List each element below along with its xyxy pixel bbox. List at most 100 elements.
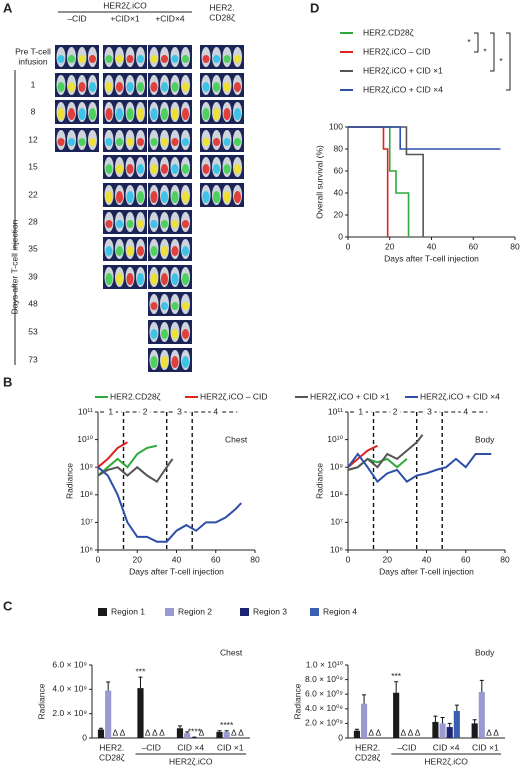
- y-tick-label: 0: [338, 732, 343, 742]
- signal: [182, 55, 189, 63]
- significance: ****: [220, 720, 234, 730]
- y-tick-label: 1.0 × 10¹⁰: [306, 659, 344, 669]
- error-bar: [440, 717, 445, 724]
- signal: [182, 138, 189, 146]
- signal: [89, 55, 96, 63]
- missing-marker: Δ: [415, 727, 421, 737]
- panel-label: A: [3, 0, 13, 15]
- signal: [182, 191, 189, 203]
- x-tick-label: 0: [346, 554, 351, 564]
- y-tick-label: 10⁹: [330, 461, 343, 471]
- region-label-bg: [140, 406, 151, 418]
- region-label-bg: [210, 406, 221, 418]
- x-tick-label: 80: [500, 554, 510, 564]
- x-axis-label: Days after T-cell injection: [129, 566, 224, 576]
- legend-label: HER2ζ.iCO + CID ×1: [310, 391, 390, 401]
- signal: [161, 82, 168, 92]
- legend-label: HER2.CD28ζ: [363, 27, 414, 37]
- signal: [105, 108, 113, 120]
- row-label: 28: [28, 216, 38, 226]
- error-bar: [479, 679, 484, 693]
- signal: [213, 108, 220, 120]
- missing-marker: Δ: [368, 727, 374, 737]
- row-label: 1: [31, 79, 36, 89]
- x-tick-label: CD28ζ: [355, 752, 381, 762]
- signal: [105, 55, 113, 63]
- region-label: 2: [393, 406, 398, 416]
- error-bar: [354, 728, 359, 731]
- signal: [223, 108, 231, 120]
- mean-line: [97, 444, 158, 477]
- y-tick-label: 4.0 × 10⁰⁹: [305, 703, 343, 713]
- annotation: Body: [475, 434, 495, 444]
- signal: [150, 138, 158, 146]
- signal: [68, 55, 75, 63]
- y-tick-label: 20: [334, 209, 344, 219]
- region-label: 2: [143, 406, 148, 416]
- x-tick-label: 0: [346, 241, 351, 251]
- signal: [78, 82, 86, 92]
- error-bar: [394, 681, 399, 693]
- signal: [126, 220, 134, 228]
- signal: [105, 246, 113, 256]
- group-label: HER2ζ.iCO: [169, 756, 213, 766]
- bar: [393, 692, 400, 738]
- bar: [191, 737, 198, 738]
- annotation: Body: [475, 647, 495, 657]
- signal: [116, 138, 123, 146]
- annotation: Chest: [220, 647, 243, 657]
- mean-line: [347, 444, 378, 468]
- y-tick-label: 0: [338, 231, 343, 241]
- signal: [161, 164, 168, 174]
- error-bar: [185, 731, 190, 734]
- signal: [161, 191, 168, 203]
- signal: [223, 164, 231, 174]
- missing-marker: Δ: [152, 727, 158, 737]
- signal: [57, 82, 65, 92]
- signal: [89, 108, 96, 120]
- signal: [68, 138, 75, 146]
- significance: ****: [188, 726, 202, 736]
- signal: [137, 164, 144, 174]
- y-tick-label: 10⁸: [80, 489, 93, 499]
- signal: [223, 191, 231, 203]
- mean-line: [347, 434, 424, 471]
- significance: ***: [136, 666, 147, 676]
- x-tick-label: CID ×1: [217, 742, 244, 752]
- region-label-bg: [390, 406, 401, 418]
- x-tick-label: 60: [211, 554, 221, 564]
- row-label: 73: [28, 354, 38, 364]
- y-tick-label: 10⁶: [330, 544, 343, 554]
- signal: [89, 138, 96, 146]
- missing-marker: Δ: [199, 727, 205, 737]
- bracket: [490, 32, 495, 72]
- signal: [171, 356, 179, 368]
- legend-swatch: [240, 608, 249, 616]
- signal: [202, 191, 210, 203]
- legend-label: HER2ζ.iCO + CID ×1: [363, 65, 443, 75]
- bar: [478, 692, 485, 738]
- signal: [202, 138, 210, 146]
- mean-line: [97, 441, 128, 468]
- x-tick-label: 40: [422, 554, 432, 564]
- y-tick-label: 4.0 × 10⁹: [52, 684, 87, 694]
- signal: [137, 191, 144, 203]
- x-tick-label: HER2.: [355, 742, 380, 752]
- region-label-bg: [174, 406, 185, 418]
- signal: [234, 108, 241, 120]
- row-label: 35: [28, 243, 38, 253]
- mean-line: [97, 466, 242, 543]
- annotation: Chest: [225, 434, 248, 444]
- signal: [137, 273, 144, 285]
- missing-marker: Δ: [231, 727, 237, 737]
- column-label: HER2.: [209, 2, 234, 12]
- x-tick-label: –CID: [397, 742, 416, 752]
- error-bar: [472, 719, 477, 724]
- signal: [150, 108, 158, 120]
- legend-label: Region 4: [323, 606, 357, 616]
- bar: [97, 729, 105, 738]
- signal: [116, 220, 123, 228]
- signal: [116, 164, 123, 174]
- signal: [105, 138, 113, 146]
- panel-label: C: [3, 598, 13, 613]
